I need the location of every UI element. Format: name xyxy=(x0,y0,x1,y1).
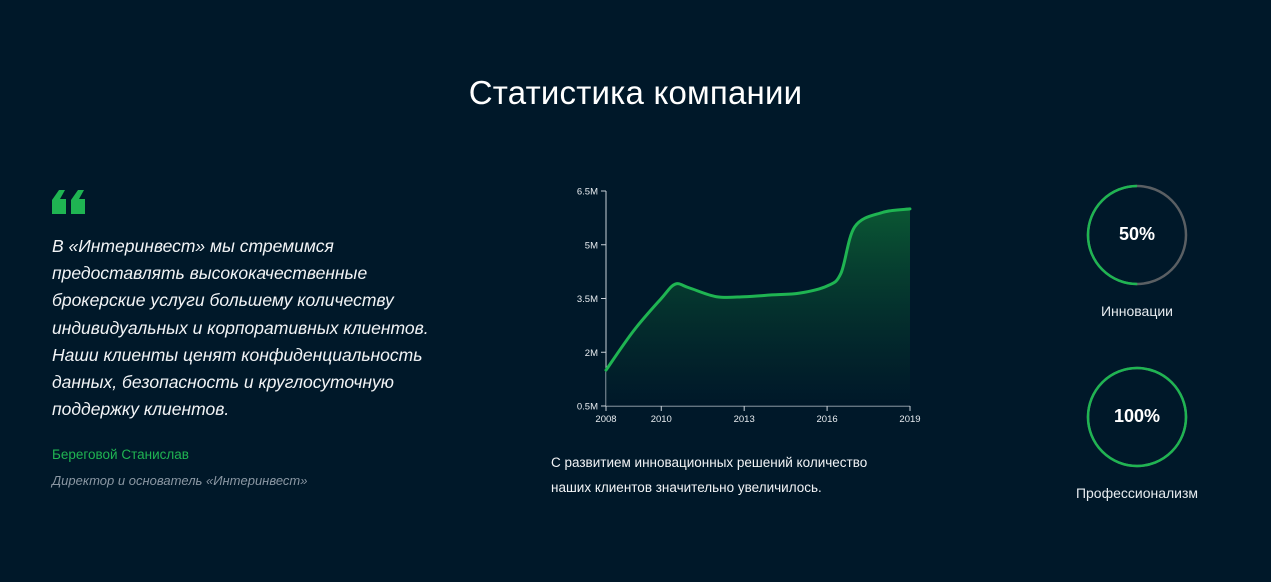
y-tick-label: 5M xyxy=(585,240,598,251)
x-tick-label: 2008 xyxy=(595,414,616,425)
ring-progress xyxy=(1086,366,1188,468)
chart-area-fill xyxy=(606,208,910,406)
clients-growth-chart: 0.5M 2M 3.5M 5M 6.5M 2008 2010 2013 2016 2019 xyxy=(577,187,921,426)
x-tick-label: 2010 xyxy=(651,414,672,425)
chart-series-line xyxy=(604,207,912,372)
y-tick-label: 3.5M xyxy=(577,294,598,305)
stat-value: 50% xyxy=(1118,224,1156,244)
progress-ring xyxy=(1086,184,1188,286)
stat-value: 100% xyxy=(1113,406,1161,426)
stat-label: Профессионализм xyxy=(1075,485,1199,501)
y-tick-label: 6.5M xyxy=(577,187,598,198)
testimonial-quote: В «Интеринвест» мы стремимся предоставля… xyxy=(52,236,429,420)
progress-ring xyxy=(1086,366,1188,468)
x-tick-label: 2019 xyxy=(899,414,920,425)
stat-label: Инновации xyxy=(1100,303,1174,319)
y-tick-label: 2M xyxy=(585,348,598,359)
quote-icon xyxy=(52,190,85,214)
y-tick-label: 0.5M xyxy=(577,402,598,413)
stat-innovation: 50% Инновации xyxy=(1067,183,1207,319)
quote-author-role: Директор и основатель «Интеринвест» xyxy=(52,473,308,488)
ring-progress xyxy=(1086,184,1188,286)
section-title: Статистика компании xyxy=(468,74,803,111)
x-tick-label: 2013 xyxy=(734,414,755,425)
chart-caption: С развитием инновационных решений количе… xyxy=(551,455,868,495)
stat-professionalism: 100% Профессионализм xyxy=(1067,365,1207,501)
quote-author-name: Береговой Станислав xyxy=(52,447,189,462)
x-tick-label: 2016 xyxy=(817,414,838,425)
